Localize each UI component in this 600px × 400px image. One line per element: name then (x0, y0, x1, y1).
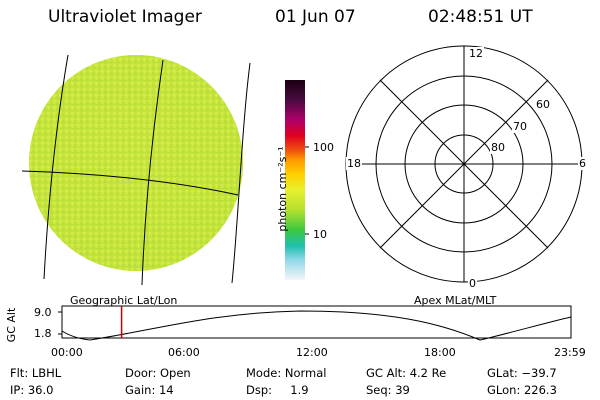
disk-texture (29, 55, 243, 271)
altitude-xtick-2359: 23:59 (554, 346, 586, 359)
polar-plot (345, 45, 583, 283)
date-label: 01 Jun 07 (275, 7, 356, 27)
meridian-line (43, 54, 69, 280)
mlat-label-80: 80 (490, 141, 506, 154)
colorbar-unit-label: photon cm⁻²s⁻¹ (276, 146, 289, 232)
colorbar (285, 80, 309, 280)
mlat-label-60: 60 (535, 98, 551, 111)
colorbar-tick-100: 100 (313, 141, 334, 154)
meridian-line (231, 62, 251, 284)
latitude-line (21, 170, 239, 196)
polar-axis-diagonal (379, 79, 549, 249)
altitude-plot-frame (61, 305, 572, 339)
status-glat: GLat: −39.7 (487, 366, 557, 380)
altitude-ytick-1: 1.8 (34, 327, 52, 340)
altitude-xtick-1800: 18:00 (424, 346, 456, 359)
meridian-line (141, 59, 164, 286)
mlt-label-12: 12 (468, 47, 484, 60)
altitude-xtick-0600: 06:00 (168, 346, 200, 359)
time-label: 02:48:51 UT (428, 7, 533, 27)
mlt-label-6: 6 (578, 157, 587, 170)
mlt-label-0: 0 (468, 277, 477, 290)
status-gain: Gain: 14 (125, 383, 174, 397)
instrument-title: Ultraviolet Imager (48, 7, 202, 27)
colorbar-tick-10: 10 (313, 228, 327, 241)
status-ip: IP: 36.0 (10, 383, 54, 397)
uv-disk-image (21, 54, 251, 286)
status-mode: Mode: Normal (246, 366, 327, 380)
status-seq: Seq: 39 (366, 383, 410, 397)
altitude-xtick-1200: 12:00 (296, 346, 328, 359)
altitude-curve (61, 310, 572, 341)
mlat-label-70: 70 (512, 120, 528, 133)
caption-geographic: Geographic Lat/Lon (70, 294, 178, 307)
altitude-xtick-0000: 00:00 (51, 346, 83, 359)
altitude-plot (58, 305, 572, 341)
status-gc-alt: GC Alt: 4.2 Re (366, 366, 447, 380)
mlt-label-18: 18 (346, 157, 362, 170)
status-glon: GLon: 226.3 (487, 383, 557, 397)
status-flt: Flt: LBHL (10, 366, 62, 380)
status-door: Door: Open (125, 366, 191, 380)
altitude-ytick-9: 9.0 (34, 306, 52, 319)
colorbar-gradient (285, 80, 305, 280)
status-dsp: Dsp: 1.9 (246, 383, 309, 397)
caption-apex: Apex MLat/MLT (414, 294, 497, 307)
